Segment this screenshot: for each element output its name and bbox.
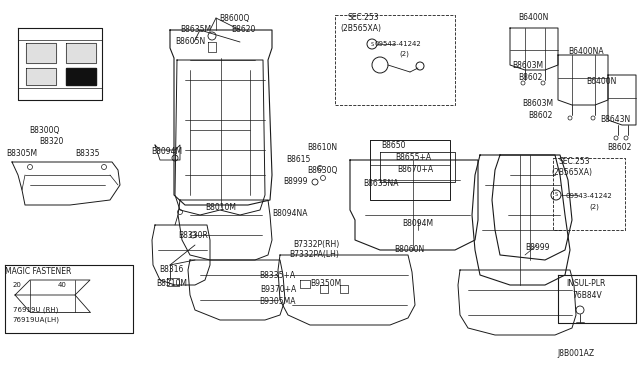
Text: SEC.253: SEC.253	[347, 13, 379, 22]
Text: B7332PA(LH): B7332PA(LH)	[289, 250, 339, 259]
Text: B6400NA: B6400NA	[568, 48, 604, 57]
Text: B7332P(RH): B7332P(RH)	[293, 240, 339, 248]
Text: B8999: B8999	[283, 177, 307, 186]
Text: B8094M: B8094M	[152, 148, 182, 157]
Text: B8335: B8335	[75, 150, 99, 158]
Text: (2B565XA): (2B565XA)	[340, 25, 381, 33]
Text: B8655+A: B8655+A	[395, 154, 431, 163]
Text: INSUL-PLR: INSUL-PLR	[566, 279, 605, 289]
Text: B8094M: B8094M	[403, 219, 433, 228]
Text: B8603M: B8603M	[522, 99, 553, 109]
Text: B8335+A: B8335+A	[259, 272, 295, 280]
Text: B8094NA: B8094NA	[272, 208, 308, 218]
Text: B8320: B8320	[39, 138, 63, 147]
Text: 76919UA(LH): 76919UA(LH)	[13, 317, 60, 323]
Text: B8300Q: B8300Q	[29, 125, 59, 135]
Text: S: S	[371, 42, 374, 46]
Text: J8B001AZ: J8B001AZ	[557, 349, 595, 357]
Text: 40: 40	[58, 282, 67, 288]
Text: B9350M: B9350M	[310, 279, 342, 289]
Text: 76919U (RH): 76919U (RH)	[13, 307, 59, 313]
Text: B8620: B8620	[231, 26, 255, 35]
Text: B8635NA: B8635NA	[364, 180, 399, 189]
Text: (2): (2)	[589, 204, 599, 210]
Text: B8600Q: B8600Q	[219, 13, 249, 22]
Text: 09543-41242: 09543-41242	[566, 193, 612, 199]
Text: (2): (2)	[399, 51, 409, 57]
Text: 76B84V: 76B84V	[572, 292, 602, 301]
Text: B9370+A: B9370+A	[260, 285, 296, 294]
Text: B8316: B8316	[159, 266, 183, 275]
Text: B6400N: B6400N	[518, 13, 548, 22]
Text: B8060N: B8060N	[394, 246, 424, 254]
Text: B8999: B8999	[525, 243, 549, 251]
Text: B8603M: B8603M	[512, 61, 543, 71]
Text: B8330R: B8330R	[178, 231, 208, 241]
Text: 09543-41242: 09543-41242	[374, 41, 421, 47]
Text: B9305MA: B9305MA	[260, 298, 296, 307]
Text: B8630Q: B8630Q	[307, 166, 337, 174]
Text: B8670+A: B8670+A	[397, 166, 433, 174]
Text: B8650: B8650	[381, 141, 405, 150]
Text: B8305M: B8305M	[6, 150, 38, 158]
Text: SEC.253: SEC.253	[558, 157, 590, 167]
Text: B8010M: B8010M	[205, 202, 237, 212]
Text: B8643N: B8643N	[600, 115, 630, 125]
Text: B8602: B8602	[529, 110, 553, 119]
Text: (2B565XA): (2B565XA)	[552, 169, 593, 177]
Text: B6400N: B6400N	[586, 77, 616, 87]
Polygon shape	[66, 43, 96, 63]
Text: B8635M: B8635M	[180, 26, 212, 35]
Text: 20: 20	[13, 282, 21, 288]
Text: B8602: B8602	[518, 74, 543, 83]
Text: B8605N: B8605N	[175, 38, 205, 46]
Polygon shape	[26, 43, 56, 63]
Text: B8615: B8615	[286, 155, 310, 164]
Text: B8610N: B8610N	[307, 144, 337, 153]
Text: MAGIC FASTENER: MAGIC FASTENER	[5, 267, 71, 276]
Polygon shape	[26, 68, 56, 85]
Text: S: S	[554, 192, 557, 198]
Polygon shape	[66, 68, 96, 85]
Text: B8602: B8602	[607, 144, 632, 153]
Text: B8310M: B8310M	[157, 279, 188, 288]
